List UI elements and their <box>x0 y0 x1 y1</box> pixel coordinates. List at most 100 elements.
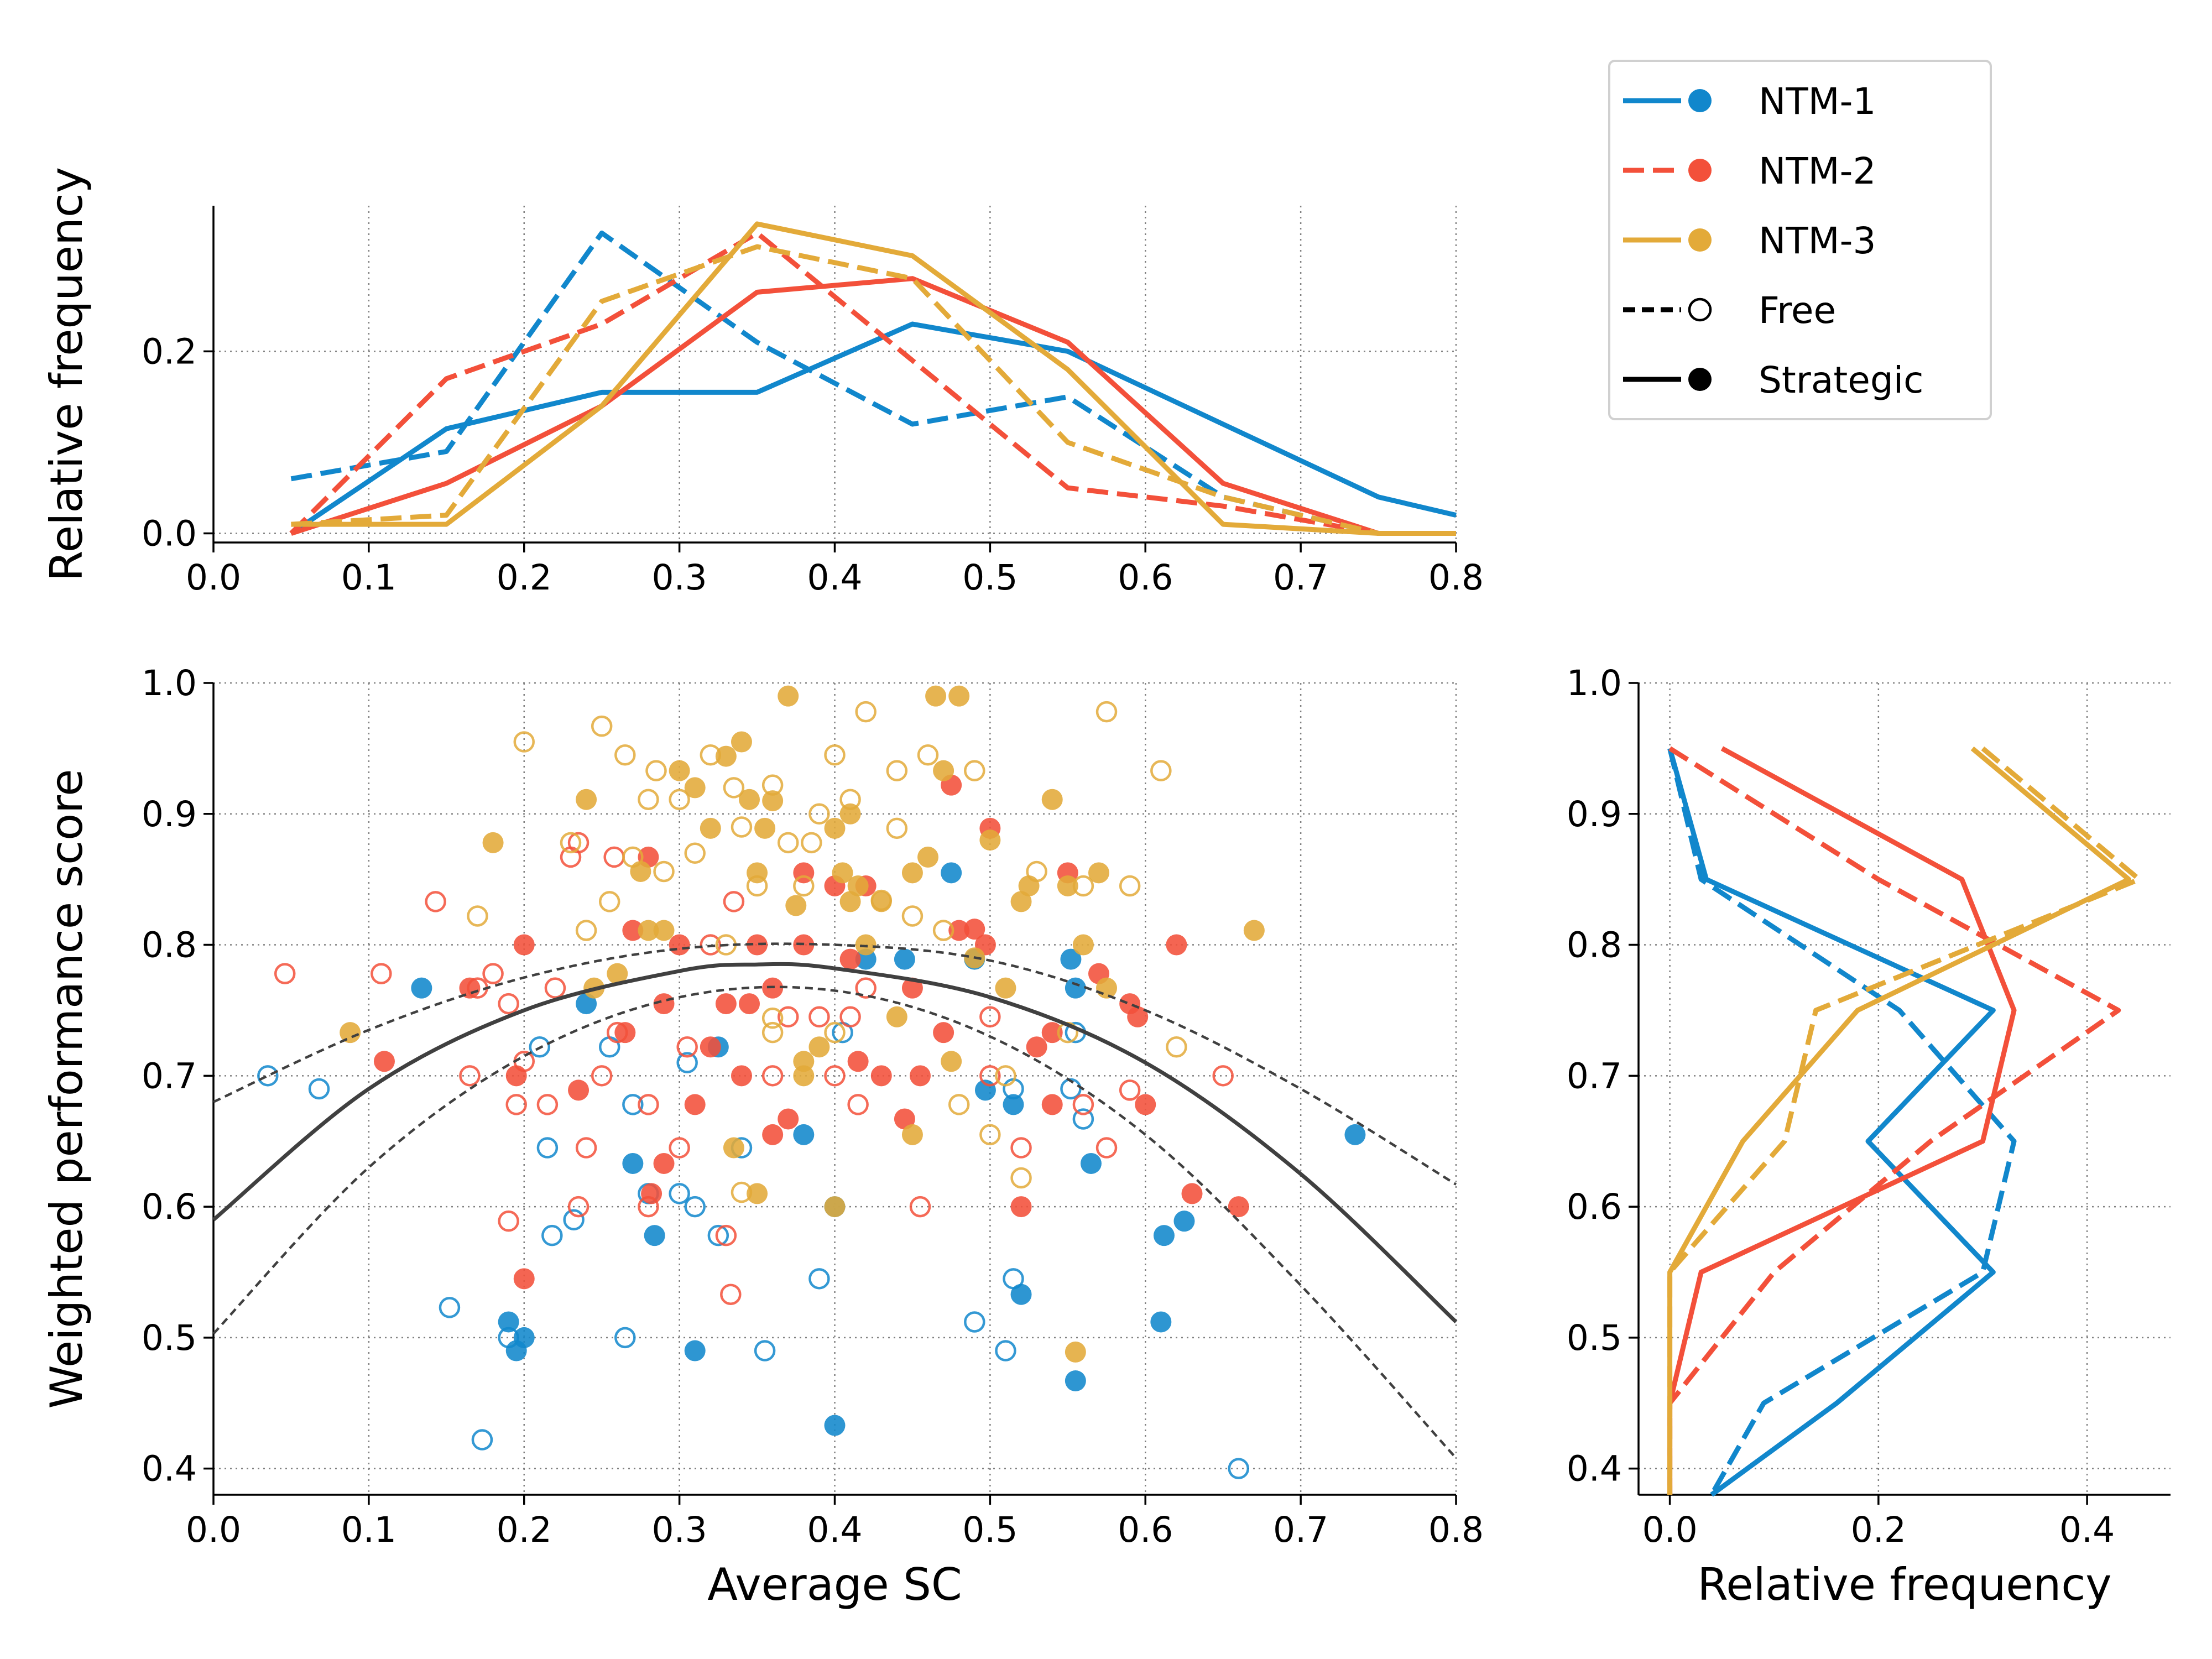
point-ntm-2-strategic <box>901 977 923 999</box>
point-ntm-2-strategic <box>762 1124 784 1145</box>
point-ntm-1-free <box>964 1311 985 1333</box>
point-ntm-3-strategic <box>340 1022 361 1044</box>
line-ntm-2-strategic <box>1667 746 2017 1495</box>
point-ntm-1-free <box>439 1297 461 1318</box>
point-ntm-1-strategic <box>894 948 915 970</box>
point-ntm-2-free <box>482 963 504 984</box>
main-xtick-label: 0.5 <box>962 1510 1018 1550</box>
top-xtick-label: 0.4 <box>807 557 862 598</box>
point-ntm-1-free <box>995 1340 1016 1361</box>
point-ntm-3-free <box>761 1007 784 1029</box>
point-ntm-3-strategic <box>576 789 597 810</box>
point-ntm-3-free <box>808 803 830 825</box>
point-ntm-1-free <box>536 1137 559 1159</box>
point-ntm-1-free <box>598 1036 620 1058</box>
legend-item-ntm-1: NTM-1 <box>1623 80 1876 123</box>
main-xtick-label: 0.4 <box>807 1510 862 1550</box>
point-ntm-2-strategic <box>747 934 768 956</box>
main-xtick-label: 0.0 <box>186 1510 241 1550</box>
point-ntm-2-strategic <box>909 1065 931 1087</box>
point-ntm-1-free <box>471 1429 493 1451</box>
point-ntm-2-strategic <box>614 1022 636 1044</box>
point-ntm-3-strategic <box>839 891 861 912</box>
point-ntm-2-strategic <box>1135 1094 1156 1115</box>
point-ntm-3-strategic <box>731 731 752 753</box>
point-ntm-2-strategic <box>684 1094 706 1115</box>
point-ntm-3-strategic <box>1072 934 1094 956</box>
point-ntm-1-free <box>684 1196 706 1218</box>
main-ytick-label: 0.5 <box>142 1318 197 1358</box>
point-ntm-1-strategic <box>1003 1094 1024 1115</box>
point-ntm-2-free <box>723 891 745 912</box>
point-ntm-3-strategic <box>855 934 877 956</box>
point-ntm-3-free <box>886 817 908 839</box>
point-ntm-3-strategic <box>793 1065 815 1087</box>
point-ntm-3-strategic <box>886 1006 907 1027</box>
point-ntm-1-free <box>563 1209 585 1231</box>
point-ntm-2-free <box>638 1094 659 1115</box>
point-ntm-1-free <box>754 1340 776 1361</box>
legend-label: NTM-2 <box>1759 150 1876 192</box>
point-ntm-3-free <box>1150 760 1172 781</box>
legend-marker <box>1688 368 1712 391</box>
point-ntm-2-free <box>1072 1094 1094 1115</box>
point-ntm-2-free <box>536 1094 559 1115</box>
point-ntm-2-strategic <box>847 1051 869 1072</box>
point-ntm-2-free <box>1010 1137 1032 1159</box>
point-ntm-1-strategic <box>498 1311 519 1333</box>
point-ntm-2-strategic <box>1026 1036 1047 1058</box>
right-ytick-label: 0.6 <box>1567 1187 1622 1227</box>
main-xtick-label: 0.2 <box>497 1510 552 1550</box>
point-ntm-2-free <box>274 963 296 984</box>
point-ntm-2-strategic <box>669 934 690 956</box>
top-xtick-label: 0.5 <box>962 557 1018 598</box>
main-xtick-label: 0.1 <box>341 1510 397 1550</box>
point-ntm-2-strategic <box>653 1152 675 1174</box>
fit-center-curve <box>212 962 1458 1323</box>
point-ntm-3-free <box>948 1094 970 1115</box>
main-ylabel: Weighted performance score <box>41 769 92 1409</box>
line-ntm-3-free <box>1667 746 2142 1495</box>
point-ntm-1-free <box>1060 1078 1082 1100</box>
point-ntm-2-free <box>459 1065 481 1087</box>
point-ntm-3-strategic <box>785 895 807 916</box>
point-ntm-1-free <box>614 1327 636 1349</box>
point-ntm-2-free <box>979 1006 1001 1028</box>
point-ntm-2-strategic <box>731 1065 752 1087</box>
point-ntm-1-free <box>1072 1108 1094 1130</box>
legend-marker <box>1688 159 1712 182</box>
point-ntm-1-strategic <box>411 977 432 999</box>
main-xlabel: Average SC <box>707 1559 962 1610</box>
point-ntm-3-free <box>932 920 954 941</box>
point-ntm-3-strategic <box>901 862 923 884</box>
point-ntm-2-strategic <box>964 919 985 940</box>
main-ytick-label: 0.7 <box>142 1056 197 1096</box>
point-ntm-3-strategic <box>839 803 861 825</box>
point-ntm-3-strategic <box>933 760 954 781</box>
point-ntm-3-strategic <box>917 846 939 868</box>
point-ntm-2-free <box>505 1094 527 1115</box>
point-ntm-2-strategic <box>1228 1196 1249 1218</box>
point-ntm-2-free <box>603 846 625 868</box>
point-ntm-1-strategic <box>941 862 962 884</box>
point-ntm-1-strategic <box>644 1225 665 1246</box>
point-ntm-3-free <box>731 816 753 838</box>
point-ntm-3-strategic <box>482 832 504 853</box>
point-ntm-3-strategic <box>700 817 721 839</box>
point-ntm-1-free <box>257 1065 279 1087</box>
point-ntm-3-free <box>669 789 690 810</box>
legend-item-free: Free <box>1623 289 1836 332</box>
point-ntm-3-strategic <box>739 789 760 810</box>
point-ntm-3-strategic <box>754 817 776 839</box>
point-ntm-1-strategic <box>1060 948 1082 970</box>
point-ntm-2-free <box>498 993 519 1015</box>
point-ntm-3-strategic <box>847 875 869 896</box>
legend-marker-open <box>1688 298 1712 322</box>
point-ntm-2-strategic <box>641 1183 662 1204</box>
point-ntm-3-strategic <box>995 977 1016 999</box>
point-ntm-2-free <box>575 1137 597 1159</box>
top-axes: 0.0 0.1 0.2 0.3 0.4 0.5 0.6 0.7 0.8 0.0 0.2 Relativ… <box>41 167 1484 598</box>
point-ntm-1-free <box>1228 1458 1250 1479</box>
right-ytick-label: 0.9 <box>1567 794 1622 834</box>
